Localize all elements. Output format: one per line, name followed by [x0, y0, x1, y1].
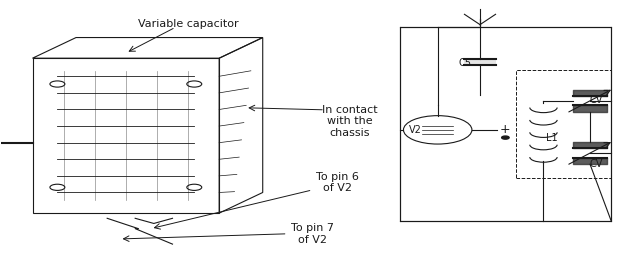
- Bar: [516, 70, 611, 178]
- Circle shape: [502, 136, 509, 139]
- Text: To pin 6
of V2: To pin 6 of V2: [316, 172, 359, 193]
- Text: V2: V2: [409, 126, 422, 135]
- Text: To pin 7
of V2: To pin 7 of V2: [291, 223, 334, 245]
- Text: CV: CV: [589, 94, 602, 104]
- Text: In contact
with the
chassis: In contact with the chassis: [322, 105, 378, 138]
- Text: L1: L1: [546, 133, 558, 143]
- Text: CV: CV: [589, 159, 602, 169]
- Text: C5: C5: [459, 58, 472, 68]
- Text: +: +: [500, 123, 511, 136]
- Bar: [464, 59, 496, 65]
- Text: Variable capacitor: Variable capacitor: [138, 20, 238, 29]
